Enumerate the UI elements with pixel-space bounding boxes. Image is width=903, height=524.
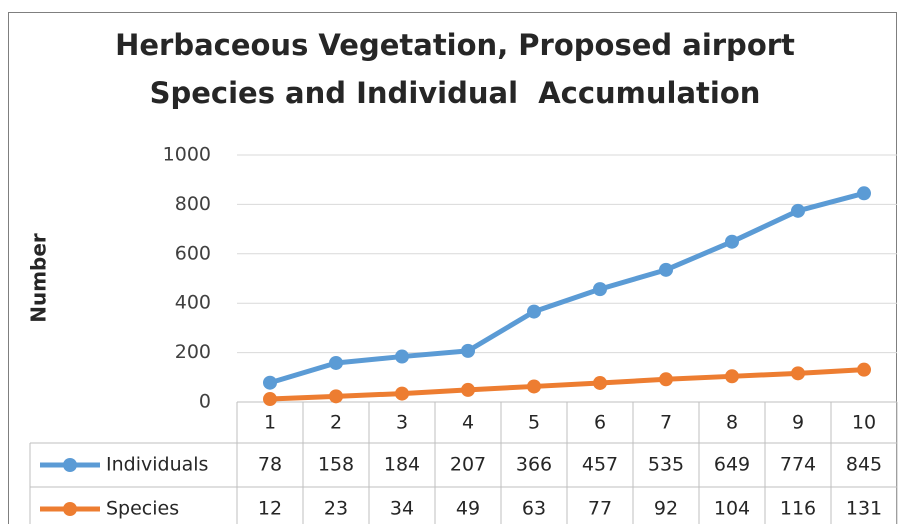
- table-value: 78: [258, 454, 282, 476]
- table-value: 535: [648, 454, 684, 476]
- x-tick-label: 1: [264, 412, 276, 434]
- table-value: 116: [780, 498, 816, 520]
- table-value: 34: [390, 498, 414, 520]
- data-point: [395, 349, 409, 364]
- table-value: 366: [516, 454, 552, 476]
- table-value: 207: [450, 454, 486, 476]
- data-point: [725, 369, 739, 384]
- data-point: [857, 362, 871, 377]
- table-value: 184: [384, 454, 420, 476]
- data-point: [593, 282, 607, 297]
- table-value: 457: [582, 454, 618, 476]
- series-line: [267, 190, 867, 386]
- table-value: 12: [258, 498, 282, 520]
- table-value: 845: [846, 454, 882, 476]
- x-tick-label: 2: [330, 412, 342, 434]
- table-value: 63: [522, 498, 546, 520]
- y-tick-label: 1000: [163, 144, 211, 166]
- y-tick-label: 0: [199, 391, 211, 413]
- table-value: 77: [588, 498, 612, 520]
- data-point: [263, 392, 277, 407]
- legend-label: Species: [106, 498, 179, 520]
- legend-label: Individuals: [106, 454, 208, 476]
- table-value: 92: [654, 498, 678, 520]
- legend-key-marker: [63, 458, 77, 472]
- data-point: [461, 343, 475, 358]
- table-value: 131: [846, 498, 882, 520]
- table-value: 774: [780, 454, 816, 476]
- x-tick-label: 8: [726, 412, 738, 434]
- y-tick-label: 200: [175, 341, 211, 363]
- data-point: [725, 234, 739, 249]
- data-point: [263, 375, 277, 390]
- x-tick-label: 3: [396, 412, 408, 434]
- y-tick-label: 800: [175, 193, 211, 215]
- x-tick-label: 6: [594, 412, 606, 434]
- y-tick-label: 400: [175, 292, 211, 314]
- y-axis-title: Number: [27, 233, 51, 323]
- data-point: [527, 379, 541, 394]
- table-value: 649: [714, 454, 750, 476]
- table-value: 23: [324, 498, 348, 520]
- data-point: [329, 389, 343, 404]
- data-point: [395, 386, 409, 401]
- x-tick-label: 10: [852, 412, 876, 434]
- data-point: [329, 355, 343, 370]
- data-point: [857, 186, 871, 201]
- x-tick-label: 7: [660, 412, 672, 434]
- data-point: [791, 203, 805, 218]
- table-value: 104: [714, 498, 750, 520]
- data-point: [461, 382, 475, 397]
- data-point: [659, 262, 673, 277]
- x-tick-label: 4: [462, 412, 474, 434]
- y-tick-label: 600: [175, 242, 211, 264]
- data-point: [659, 372, 673, 387]
- data-point: [791, 366, 805, 381]
- x-tick-label: 9: [792, 412, 804, 434]
- chart-title: Species and Individual Accumulation: [150, 76, 761, 110]
- legend-key-marker: [63, 502, 77, 516]
- chart-title: Herbaceous Vegetation, Proposed airport: [115, 28, 795, 62]
- data-point: [593, 375, 607, 390]
- data-point: [527, 304, 541, 319]
- chart-border: [8, 12, 897, 524]
- series-line: [267, 367, 867, 402]
- table-value: 158: [318, 454, 354, 476]
- table-value: 49: [456, 498, 480, 520]
- x-tick-label: 5: [528, 412, 540, 434]
